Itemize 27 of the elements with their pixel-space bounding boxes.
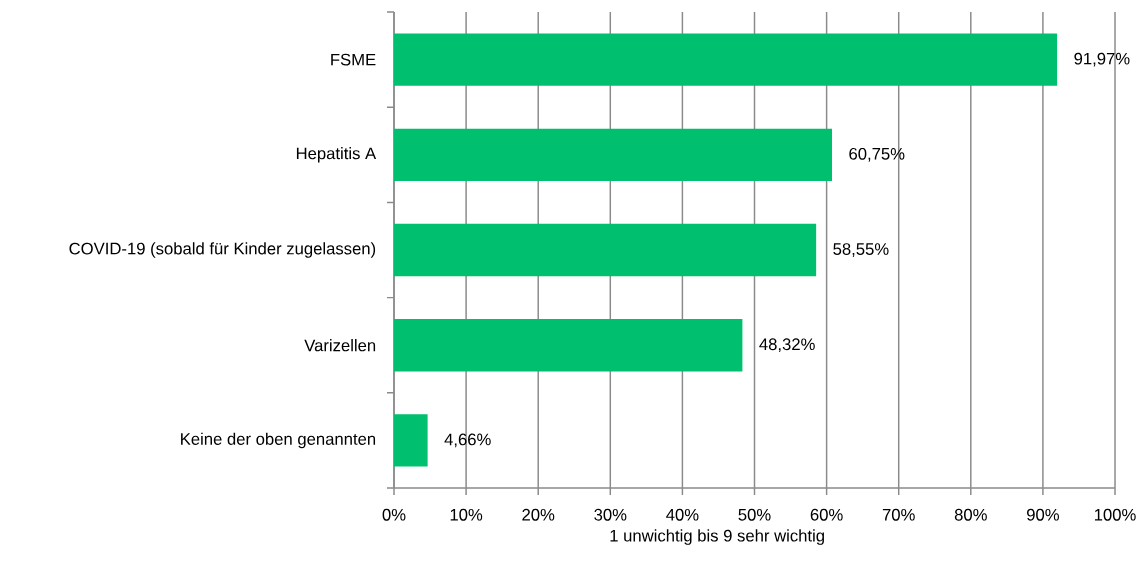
x-tick-label: 0%	[382, 508, 406, 521]
x-tick-label: 40%	[666, 508, 699, 521]
x-tick-label: 60%	[810, 508, 843, 521]
x-tick-label: 70%	[882, 508, 915, 521]
bar	[394, 414, 428, 467]
data-label: 60,75%	[849, 147, 905, 162]
bar	[394, 128, 833, 181]
data-label: 4,66%	[444, 433, 491, 448]
x-axis-title: 1 unwichtig bis 9 sehr wichtig	[610, 529, 824, 545]
data-label: 58,55%	[833, 243, 889, 257]
bar	[394, 319, 743, 372]
x-tick-label: 90%	[1027, 508, 1059, 521]
data-label: 91,97%	[1074, 52, 1130, 67]
y-tick-label: Keine der oben genannten	[181, 432, 376, 449]
x-tick-label: 100%	[1094, 508, 1136, 521]
data-label: 48,32%	[759, 338, 815, 353]
y-tick-label: FSME	[331, 53, 376, 66]
x-tick-label: 80%	[954, 508, 987, 521]
bar	[394, 223, 817, 277]
x-tick-label: 30%	[594, 508, 627, 521]
y-tick-label: Varizellen	[304, 339, 376, 352]
x-tick-label: 20%	[522, 508, 555, 521]
x-tick-label: 10%	[450, 508, 483, 521]
x-tick-label: 50%	[738, 508, 771, 521]
bar	[394, 33, 1058, 86]
y-tick-label: Hepatitis A	[296, 147, 377, 163]
y-tick-label: COVID-19 (sobald für Kinder zugelassen)	[69, 242, 376, 258]
